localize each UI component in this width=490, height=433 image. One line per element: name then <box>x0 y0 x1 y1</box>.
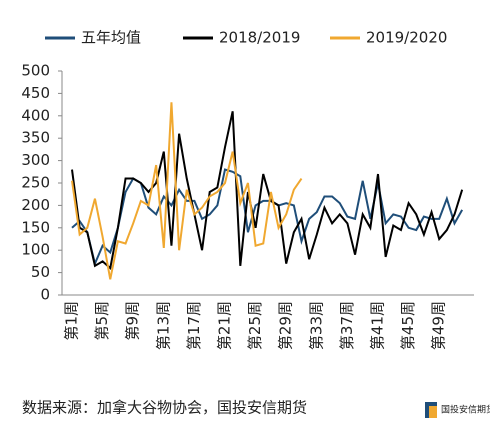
source-note: 数据来源：加拿大谷物协会，国投安信期货 <box>22 399 307 417</box>
y-tick-label: 500 <box>21 62 50 80</box>
series-line <box>71 111 464 271</box>
x-tick-label: 第41周 <box>369 301 387 350</box>
x-tick-label: 第33周 <box>307 301 325 350</box>
x-tick-label: 第5周 <box>93 301 111 341</box>
x-tick-label: 第25周 <box>246 301 264 350</box>
logo-icon-accent <box>429 406 437 418</box>
y-tick-label: 200 <box>21 196 50 214</box>
legend-label: 五年均值 <box>81 29 141 47</box>
logo-text: 国投安信期货 <box>441 404 490 416</box>
legend-label: 2018/2019 <box>219 29 300 47</box>
y-tick-label: 400 <box>21 106 50 124</box>
x-tick-label: 第9周 <box>124 301 142 341</box>
x-tick-label: 第13周 <box>154 301 172 350</box>
x-tick-label: 第17周 <box>185 301 203 350</box>
y-tick-label: 0 <box>40 286 50 304</box>
y-tick-label: 100 <box>21 241 50 259</box>
x-tick-label: 第37周 <box>338 301 356 350</box>
y-tick-label: 350 <box>21 129 50 147</box>
y-tick-label: 50 <box>31 263 50 281</box>
x-tick-label: 第29周 <box>277 301 295 350</box>
x-tick-label: 第45周 <box>399 301 417 350</box>
y-tick-label: 300 <box>21 151 50 169</box>
legend-label: 2019/2020 <box>366 29 447 47</box>
y-tick-label: 150 <box>21 218 50 236</box>
x-tick-label: 第49周 <box>430 301 448 350</box>
series-line <box>71 102 303 280</box>
y-tick-label: 450 <box>21 84 50 102</box>
x-tick-label: 第21周 <box>216 301 234 350</box>
y-tick-label: 250 <box>21 174 50 192</box>
x-tick-label: 第1周 <box>63 301 81 341</box>
